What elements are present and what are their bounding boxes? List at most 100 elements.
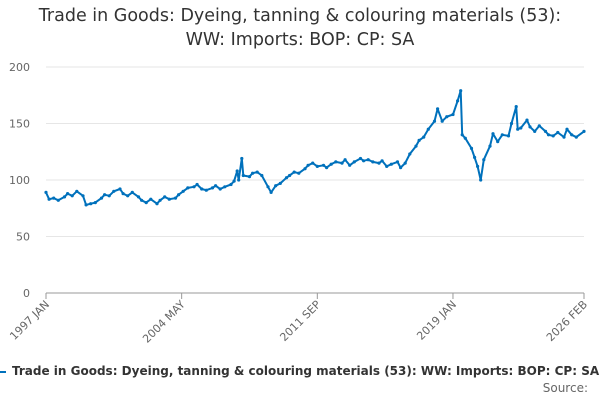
data-point	[218, 187, 222, 191]
data-point	[358, 156, 363, 161]
data-point	[70, 194, 74, 198]
data-point	[395, 160, 400, 164]
y-tick-label: 150	[9, 118, 30, 131]
data-point	[47, 197, 51, 201]
x-axis: 1997 JAN 2004 MAY 2011 SEP 2019 JAN 2026 FEB	[7, 292, 590, 346]
data-point	[436, 107, 440, 111]
x-tick-label: 1997 JAN	[7, 298, 52, 343]
data-point	[81, 194, 85, 198]
data-point	[473, 155, 477, 159]
data-point	[140, 198, 144, 202]
y-tick-label: 50	[16, 231, 30, 244]
data-point	[89, 202, 93, 206]
data-point	[284, 176, 289, 180]
data-point	[343, 158, 347, 162]
data-point	[241, 173, 245, 178]
data-point	[377, 161, 381, 165]
data-point	[506, 134, 511, 138]
data-point	[440, 119, 444, 123]
data-point	[260, 173, 264, 178]
data-point	[232, 179, 236, 183]
data-point	[574, 135, 578, 139]
data-point	[325, 166, 329, 170]
data-point	[297, 171, 301, 175]
data-point	[269, 190, 273, 194]
data-point	[399, 166, 403, 170]
chart-title: Trade in Goods: Dyeing, tanning & colour…	[0, 4, 600, 52]
data-point	[303, 167, 307, 171]
data-point	[315, 164, 319, 168]
data-point	[456, 99, 460, 103]
data-point	[251, 171, 255, 175]
data-point	[488, 144, 492, 148]
legend-swatch	[0, 370, 6, 373]
data-point	[426, 127, 430, 131]
data-point	[62, 195, 67, 199]
y-axis-ticks: 0 50 100 150 200	[9, 61, 30, 300]
data-point	[167, 197, 171, 201]
data-point	[366, 158, 370, 162]
data-point	[306, 163, 310, 167]
data-point	[136, 195, 141, 199]
data-point	[44, 190, 48, 194]
data-point	[371, 160, 375, 164]
data-point	[546, 133, 551, 137]
data-point	[173, 196, 178, 200]
data-point	[118, 187, 122, 191]
x-tick-label: 2011 SEP	[277, 298, 323, 344]
data-point	[103, 193, 107, 197]
data-point	[460, 133, 464, 137]
data-point	[192, 185, 196, 189]
data-point	[482, 158, 486, 162]
data-point	[155, 202, 159, 206]
legend-label: Trade in Goods: Dyeing, tanning & colour…	[12, 364, 600, 378]
data-point	[543, 129, 548, 133]
data-point	[107, 194, 111, 198]
data-point	[352, 160, 356, 164]
data-point	[130, 190, 134, 194]
y-tick-label: 100	[9, 174, 30, 187]
y-tick-label: 0	[23, 287, 30, 300]
data-point	[496, 140, 500, 144]
data-point	[570, 133, 574, 137]
data-point	[403, 161, 407, 165]
data-point	[288, 173, 292, 178]
series-group	[44, 89, 586, 207]
grid-lines	[46, 66, 584, 294]
data-point	[469, 146, 474, 150]
data-point	[562, 135, 566, 139]
data-point	[52, 196, 56, 200]
data-point	[476, 164, 480, 168]
data-point	[516, 127, 520, 131]
x-tick-label: 2026 FEB	[544, 298, 590, 344]
data-point	[210, 186, 215, 190]
data-point	[84, 203, 88, 207]
data-point	[582, 129, 586, 133]
data-point	[195, 182, 199, 187]
data-point	[362, 159, 366, 163]
data-point	[556, 130, 560, 135]
data-point	[255, 170, 259, 174]
data-point	[509, 121, 514, 126]
data-point	[459, 89, 463, 93]
data-point	[432, 119, 437, 123]
data-point	[240, 156, 244, 161]
data-point	[181, 189, 185, 193]
data-point	[66, 192, 70, 196]
legend: Trade in Goods: Dyeing, tanning & colour…	[0, 364, 599, 378]
chart-title-line-2: WW: Imports: BOP: CP: SA	[185, 30, 415, 50]
data-point	[414, 144, 418, 148]
data-point	[340, 161, 344, 165]
data-point	[144, 201, 148, 205]
source-label: Source:	[542, 381, 588, 395]
data-point	[292, 170, 296, 174]
data-point	[121, 192, 125, 196]
data-point	[237, 178, 241, 182]
data-point	[565, 127, 569, 131]
data-point	[479, 178, 483, 182]
data-point	[126, 194, 130, 198]
y-tick-label: 200	[9, 61, 30, 74]
data-point	[385, 164, 389, 168]
data-point	[417, 138, 421, 142]
